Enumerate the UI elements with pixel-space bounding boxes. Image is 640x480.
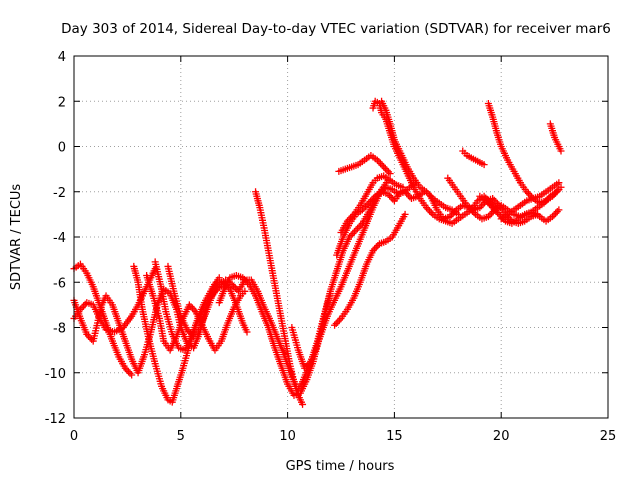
x-tick-label: 20 [493, 429, 510, 444]
data-point-marker [534, 210, 542, 218]
data-point-marker [378, 161, 386, 169]
data-series [143, 271, 249, 354]
y-tick-label: 2 [58, 95, 66, 110]
data-point-marker [241, 287, 249, 295]
y-tick-label: -8 [53, 322, 66, 337]
data-series [337, 172, 407, 236]
data-point-marker [377, 159, 385, 167]
data-point-marker [335, 316, 343, 324]
y-tick-label: -12 [45, 412, 66, 427]
data-point-marker [299, 400, 307, 408]
data-series [546, 120, 565, 155]
data-point-marker [557, 183, 565, 191]
data-point-marker [386, 170, 394, 178]
data-point-marker [557, 147, 565, 155]
data-point-marker [552, 209, 560, 217]
data-point-marker [189, 304, 197, 312]
data-point-marker [350, 228, 358, 236]
data-point-marker [349, 230, 357, 238]
data-point-marker [332, 320, 340, 328]
data-point-marker [86, 334, 94, 342]
data-point-marker [454, 210, 462, 218]
data-point-marker [243, 328, 251, 336]
data-point-marker [126, 369, 134, 377]
x-axis-label: GPS time / hours [286, 459, 395, 474]
data-point-marker [128, 371, 136, 379]
data-series [335, 152, 394, 178]
data-series [378, 97, 462, 218]
data-point-marker [424, 205, 432, 213]
data-point-marker [375, 158, 383, 166]
data-point-marker [355, 223, 363, 231]
y-axis: -12 -10 -8 -6 -4 -2 0 2 4 [45, 50, 608, 427]
chart-title: Day 303 of 2014, Sidereal Day-to-day VTE… [61, 21, 611, 37]
data-point-marker [334, 318, 342, 326]
data-series [288, 176, 392, 372]
data-point-marker [426, 207, 434, 215]
y-tick-label: -4 [53, 231, 66, 246]
data-point-marker [372, 243, 380, 251]
y-axis-label: SDTVAR / TECUs [9, 184, 24, 291]
y-tick-label: -6 [53, 276, 66, 291]
data-point-marker [555, 179, 563, 187]
data-point-marker [381, 165, 389, 173]
data-point-marker [550, 211, 558, 219]
data-series [252, 188, 307, 408]
data-point-marker [231, 284, 239, 292]
data-point-marker [383, 166, 391, 174]
y-tick-label: 0 [58, 141, 66, 156]
data-point-marker [380, 163, 388, 171]
data-point-marker [387, 193, 395, 201]
x-tick-label: 25 [600, 429, 617, 444]
x-tick-label: 5 [177, 429, 185, 444]
y-tick-label: -10 [45, 367, 66, 382]
x-tick-label: 15 [386, 429, 403, 444]
x-tick-label: 0 [70, 429, 78, 444]
data-point-marker [401, 210, 409, 218]
y-tick-label: 4 [58, 50, 66, 65]
data-point-marker [399, 183, 407, 191]
x-tick-label: 10 [279, 429, 296, 444]
data-point-marker [480, 161, 488, 169]
data-layer [70, 97, 565, 408]
y-tick-label: -2 [53, 186, 66, 201]
x-axis: 0 5 10 15 20 25 [70, 56, 616, 444]
data-series [497, 179, 563, 223]
data-point-marker [124, 368, 132, 376]
data-series [331, 210, 409, 329]
data-series [459, 147, 488, 169]
data-point-marker [354, 225, 362, 233]
data-point-marker [352, 226, 360, 234]
data-point-marker [555, 206, 563, 214]
data-point-marker [331, 321, 339, 329]
data-point-marker [553, 208, 561, 216]
